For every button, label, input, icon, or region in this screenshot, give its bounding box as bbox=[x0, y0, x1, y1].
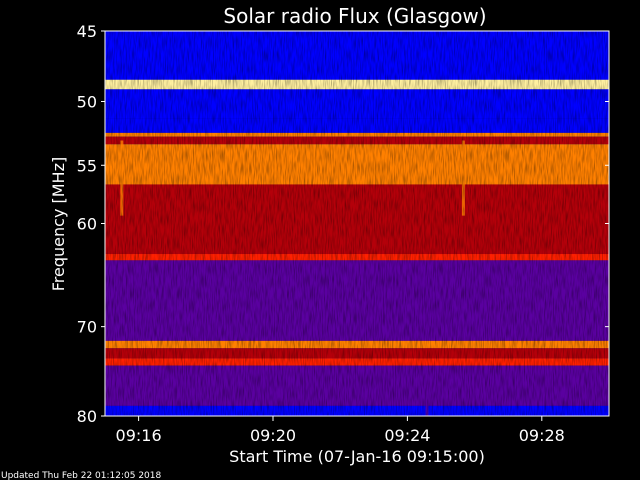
updated-timestamp: Updated Thu Feb 22 01:12:05 2018 bbox=[1, 471, 162, 480]
y-tick-label-60: 60 bbox=[77, 215, 97, 234]
x-tick-label-09:24: 09:24 bbox=[384, 426, 430, 445]
axes: 45 50 55 60 70 80 09:16 09:20 09:24 09:28 bbox=[77, 22, 610, 445]
y-axis-label: Frequency [MHz] bbox=[49, 157, 68, 291]
y-tick-label-70: 70 bbox=[77, 318, 97, 337]
x-tick-label-09:28: 09:28 bbox=[519, 426, 565, 445]
y-tick-label-45: 45 bbox=[77, 22, 97, 41]
chart-title: Solar radio Flux (Glasgow) bbox=[223, 4, 486, 28]
x-tick-label-09:20: 09:20 bbox=[250, 426, 296, 445]
x-axis-label: Start Time (07-Jan-16 09:15:00) bbox=[229, 447, 485, 466]
heatmap-texture bbox=[105, 31, 609, 416]
x-tick-label-09:16: 09:16 bbox=[116, 426, 162, 445]
y-tick-label-80: 80 bbox=[77, 407, 97, 426]
y-tick-label-55: 55 bbox=[77, 156, 97, 175]
y-tick-label-50: 50 bbox=[77, 93, 97, 112]
